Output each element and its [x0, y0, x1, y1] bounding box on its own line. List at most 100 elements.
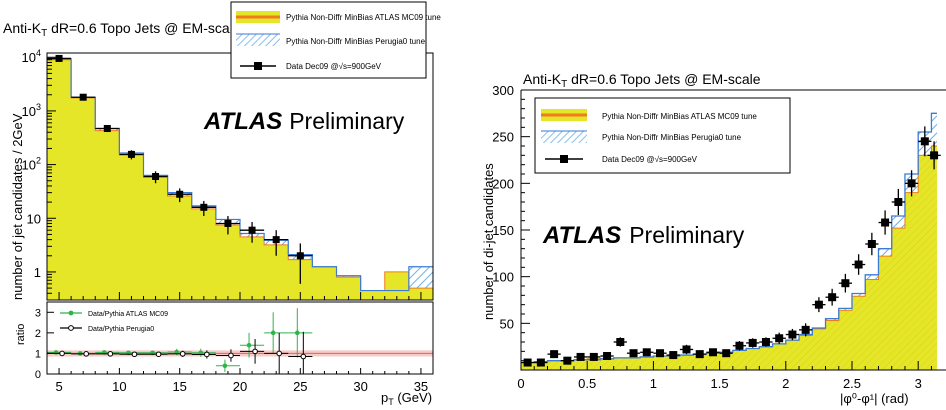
- left-main-data-points: [47, 54, 313, 284]
- ratio-mc09-point: [215, 359, 240, 372]
- x-tick-label: 0: [517, 376, 524, 391]
- legend-perugia-swatch: [236, 34, 280, 46]
- right-legend-perugia-swatch: [541, 131, 587, 143]
- legend-data-label: Data Dec09 @√s=900GeV: [286, 62, 382, 71]
- data-marker: [695, 350, 704, 359]
- data-marker: [930, 151, 939, 160]
- data-point: [560, 356, 574, 365]
- data-marker: [603, 352, 612, 360]
- right-histograms: [521, 112, 937, 370]
- ratio-legend-mc09: Data/Pythia ATLAS MC09: [88, 311, 168, 318]
- data-marker: [629, 349, 638, 358]
- data-marker: [616, 338, 625, 346]
- data-point: [288, 243, 313, 284]
- data-marker: [656, 349, 665, 358]
- data-marker: [788, 330, 797, 339]
- right-legend-data-label: Data Dec09 @√s=900GeV: [602, 155, 698, 164]
- left-y-axis-label: number of jet candidates / 2GeV: [10, 113, 25, 300]
- x-tick-label: 2: [782, 376, 789, 391]
- data-point: [732, 341, 747, 351]
- data-point: [904, 170, 919, 197]
- data-marker: [127, 150, 135, 158]
- y-tick-label: 250: [492, 130, 514, 145]
- data-point: [825, 288, 839, 306]
- data-marker: [589, 352, 598, 361]
- data-marker: [867, 240, 876, 248]
- ratio-mc09-point: [264, 312, 289, 354]
- x-tick-label: 3: [915, 376, 922, 391]
- x-tick-label: 0.5: [578, 376, 596, 391]
- ratio-plot: [47, 308, 433, 374]
- data-marker: [563, 356, 572, 365]
- data-marker: [642, 348, 651, 357]
- data-point: [878, 210, 892, 235]
- data-point: [746, 338, 760, 348]
- data-point: [521, 358, 535, 367]
- ratio-perugia-point: [240, 339, 265, 364]
- y-tick-label: 102: [22, 156, 41, 173]
- right-legend-mc09-label: Pythia Non-Diffr MinBias ATLAS MC09 tune: [602, 112, 757, 121]
- right-chart-title: Anti-KT dR=0.6 Topo Jets @ EM-scale: [523, 71, 761, 90]
- data-marker: [854, 260, 863, 269]
- data-marker: [735, 341, 744, 350]
- data-point: [167, 188, 192, 203]
- left-legend: Pythia Non-Diffr MinBias ATLAS MC09 tune…: [230, 1, 441, 79]
- y-tick-label: 100: [492, 270, 514, 285]
- left-chart: Anti-KT dR=0.6 Topo Jets @ EM-scale numb…: [3, 1, 441, 407]
- x-tick-label: 15: [172, 379, 186, 394]
- data-point: [666, 351, 680, 360]
- data-marker: [841, 279, 850, 288]
- ratio-perugia-point: [191, 350, 216, 359]
- data-marker: [296, 252, 304, 260]
- right-axes: 0 0.5 1 1.5 2 2.5 3 50 100 150 200 250 300: [492, 83, 932, 391]
- ratio-perugia-point: [288, 331, 313, 374]
- mc09-fill-area: [521, 146, 937, 370]
- x-tick-label: 5: [55, 379, 62, 394]
- data-marker: [224, 219, 232, 227]
- perugia-outline: [521, 112, 937, 364]
- ratio-tick-label: 2: [35, 328, 41, 340]
- right-legend-data-marker: [560, 155, 568, 163]
- ratio-mc09-point: [288, 308, 313, 358]
- data-marker: [881, 218, 890, 227]
- data-marker: [536, 358, 545, 367]
- data-marker: [550, 350, 559, 359]
- ratio-tick-label: 3: [35, 307, 41, 319]
- data-marker: [722, 349, 731, 358]
- data-point: [812, 297, 826, 313]
- data-point: [47, 54, 72, 62]
- y-tick-label: 50: [500, 316, 514, 331]
- data-marker: [828, 293, 837, 302]
- data-marker: [103, 125, 111, 133]
- y-tick-label: 1: [34, 265, 41, 280]
- right-legend-perugia-label: Pythia Non-Diffr MinBias Perugia0 tune: [602, 133, 742, 142]
- data-marker: [894, 198, 903, 206]
- data-marker: [682, 345, 691, 354]
- ratio-tick-label: 0: [35, 369, 41, 381]
- data-marker: [920, 137, 929, 146]
- data-point: [706, 348, 720, 357]
- data-marker: [775, 334, 784, 343]
- data-marker: [748, 338, 757, 347]
- data-point: [719, 349, 733, 358]
- data-point: [613, 337, 627, 347]
- legend-perugia-label: Pythia Non-Diffr MinBias Perugia0 tune: [286, 37, 426, 46]
- data-marker: [708, 348, 717, 357]
- right-atlas-preliminary: ATLAS Preliminary: [542, 222, 745, 249]
- data-marker: [272, 236, 280, 244]
- data-point: [587, 352, 601, 361]
- x-tick-label: 2.5: [843, 376, 861, 391]
- data-point: [640, 348, 654, 357]
- data-point: [865, 232, 879, 256]
- data-point: [626, 349, 641, 358]
- ratio-tick-label: 1: [35, 348, 41, 360]
- data-point: [264, 230, 289, 256]
- x-tick-label: 35: [414, 379, 428, 394]
- data-point: [143, 171, 168, 184]
- data-point: [71, 93, 96, 101]
- x-tick-label: 25: [293, 379, 307, 394]
- y-tick-label: 200: [492, 176, 514, 191]
- data-marker: [200, 203, 208, 211]
